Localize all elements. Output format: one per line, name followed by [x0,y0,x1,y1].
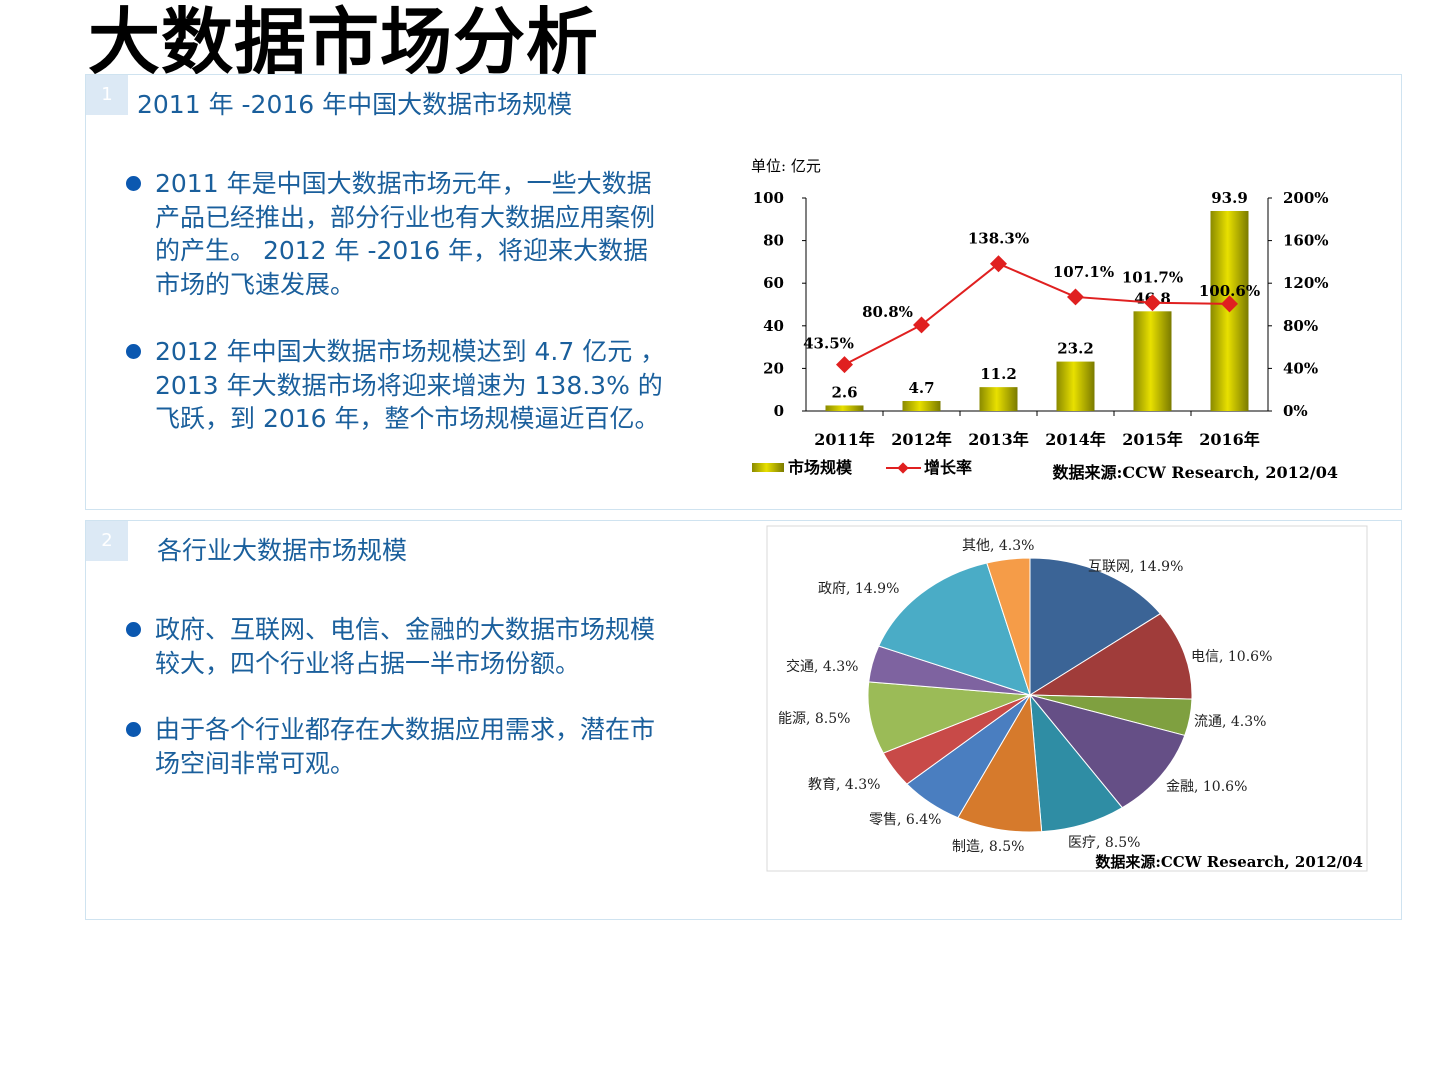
bar [902,400,941,411]
bar [979,387,1018,411]
legend-label: 市场规模 [788,458,853,477]
y-left-tick-label: 20 [763,359,784,377]
section-heading: 各行业大数据市场规模 [157,536,408,565]
x-tick-label: 2012年 [891,430,952,449]
pie-slice-label: 电信, 10.6% [1191,649,1272,665]
pie-slice-label: 制造, 8.5% [952,839,1024,855]
y-right-tick-label: 40% [1283,359,1318,377]
bar [1133,311,1172,411]
bar-value-label: 4.7 [908,379,934,397]
pie-slice-label: 互联网, 14.9% [1088,559,1183,575]
growth-line [844,262,1230,366]
market-size-chart: 单位: 亿元 0 20 40 60 80 100 0% 40% 80% 120% 160% 200% 2.… [751,157,1338,482]
bullet-list: 政府、互联网、电信、金融的大数据市场规模较大，四个行业将占据一半市场份额。 由于… [123,613,668,780]
bar-value-label: 11.2 [980,365,1017,383]
y-right-tick-label: 200% [1283,189,1329,207]
industry-pie-chart: 互联网, 14.9% 电信, 10.6% 流通, 4.3% 金融, 10.6% 医疗, … [766,525,1368,872]
bar-value-label: 93.9 [1211,189,1248,207]
pie-slice [1029,693,1123,833]
pie-slice-label: 医疗, 8.5% [1068,835,1140,851]
section-number: 1 [86,75,128,115]
bullet-item: 2012 年中国大数据市场规模达到 4.7 亿元 ， 2013 年大数据市场将迎… [123,335,668,436]
pie-slice-label: 能源, 8.5% [778,711,850,727]
growth-value-label: 101.7% [1122,269,1183,287]
bullet-item: 由于各个行业都存在大数据应用需求，潜在市场空间非常可观。 [123,713,668,780]
section-number: 2 [86,521,128,561]
growth-point [836,356,853,374]
y-right-tick-label: 0% [1283,402,1308,420]
pie-slice [957,693,1043,833]
y-left-tick-label: 100 [753,189,784,207]
growth-point [1067,288,1084,306]
bar-value-label: 2.6 [831,383,857,401]
y-right-tick-label: 120% [1283,274,1329,292]
unit-label: 单位: 亿元 [751,157,821,175]
pie-slice-label: 金融, 10.6% [1166,779,1247,795]
pie-slice [867,681,1031,754]
section-heading: 2011 年 -2016 年中国大数据市场规模 [137,90,573,119]
page-title: 大数据市场分析 [88,0,600,84]
pie-slice [1029,557,1162,696]
growth-value-label: 100.6% [1199,282,1260,300]
growth-point [913,316,930,334]
pie-slice-label: 零售, 6.4% [869,812,941,828]
data-source-label: 数据来源:CCW Research, 2012/04 [1095,853,1363,871]
x-tick-label: 2014年 [1045,430,1106,449]
pie-slice-label: 流通, 4.3% [1194,714,1266,730]
bullet-item: 政府、互联网、电信、金融的大数据市场规模较大，四个行业将占据一半市场份额。 [123,613,668,680]
x-tick-label: 2016年 [1199,430,1260,449]
y-left-tick-label: 0 [774,402,784,420]
bar [825,405,864,411]
growth-value-label: 43.5% [803,335,854,353]
y-right-tick-label: 80% [1283,317,1318,335]
pie-slice-label: 其他, 4.3% [962,538,1034,554]
pie-slice-label: 教育, 4.3% [808,777,880,793]
pie-slice-label: 交通, 4.3% [786,658,858,675]
y-left-tick-label: 40 [763,317,784,335]
y-left-tick-label: 80 [763,232,784,250]
section-panel-market-size: 1 2011 年 -2016 年中国大数据市场规模 2011 年是中国大数据市场… [85,74,1402,510]
bullet-list: 2011 年是中国大数据市场元年，一些大数据产品已经推出，部分行业也有大数据应用… [123,167,668,436]
x-tick-label: 2013年 [968,430,1029,449]
pie-slice [1028,613,1193,700]
pie-frame [766,525,1368,872]
y-right-tick-label: 160% [1283,232,1329,250]
pie-slice [986,557,1031,696]
section-panel-industry-share: 2 各行业大数据市场规模 政府、互联网、电信、金融的大数据市场规模较大，四个行业… [85,520,1402,920]
growth-value-label: 138.3% [968,230,1029,248]
pie-slice-label: 政府, 14.9% [818,581,899,597]
x-tick-label: 2011年 [814,430,875,449]
growth-value-label: 80.8% [862,303,913,321]
pie-slice [1028,694,1186,809]
bar-value-label: 23.2 [1057,340,1094,358]
data-source-label: 数据来源:CCW Research, 2012/04 [1052,463,1338,482]
growth-point [990,255,1007,273]
pie-slice [878,562,1031,696]
bullet-item: 2011 年是中国大数据市场元年，一些大数据产品已经推出，部分行业也有大数据应用… [123,167,668,301]
legend-swatch-bar [752,463,784,472]
x-tick-label: 2015年 [1122,430,1183,449]
legend-label: 增长率 [924,458,972,477]
y-left-tick-label: 60 [763,274,784,292]
growth-value-label: 107.1% [1053,263,1114,281]
bar [1056,361,1095,411]
